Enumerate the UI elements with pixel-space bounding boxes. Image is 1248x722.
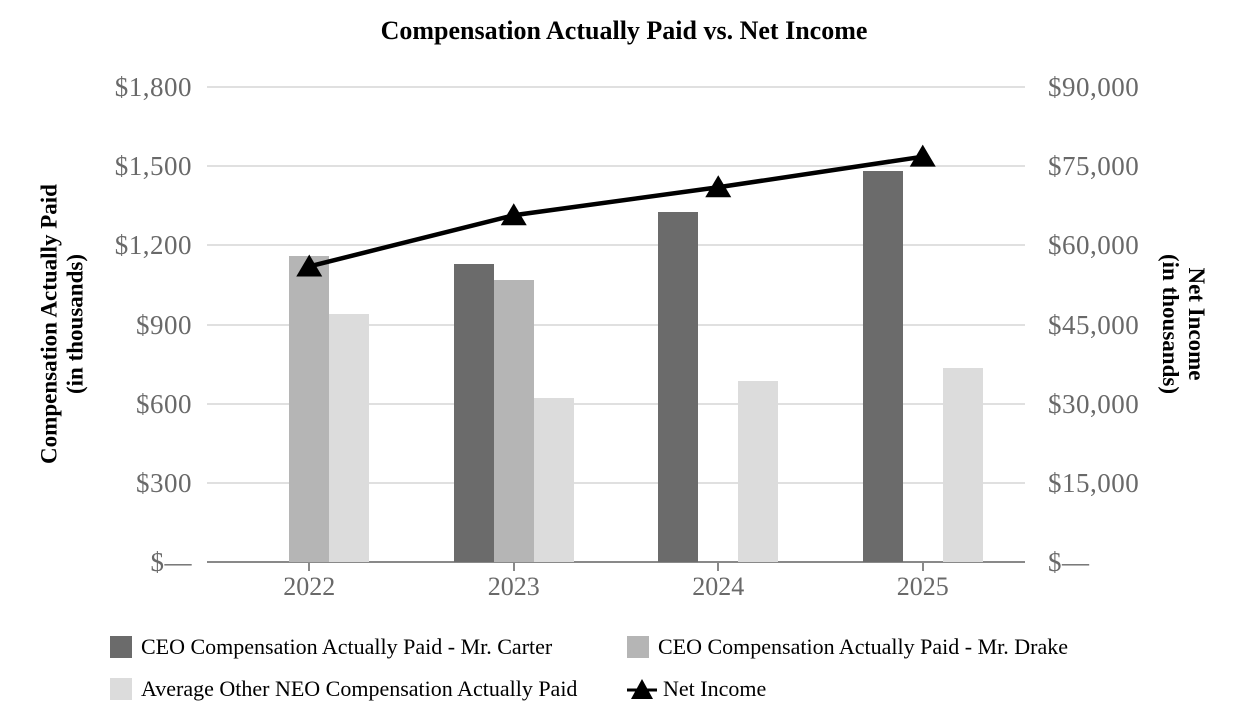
right-axis-title: Net Income (in thousands) bbox=[1157, 44, 1209, 604]
bar-drake-2022 bbox=[289, 255, 330, 562]
right-axis-tick-label: $75,000 bbox=[1048, 151, 1140, 182]
right-axis-tick-label: $60,000 bbox=[1048, 230, 1140, 261]
gridline bbox=[207, 165, 1025, 168]
legend-swatch-neo bbox=[110, 678, 132, 700]
x-axis-label-2022: 2022 bbox=[283, 572, 336, 601]
chart-title: Compensation Actually Paid vs. Net Incom… bbox=[380, 16, 868, 45]
bar-carter-2024 bbox=[658, 212, 699, 562]
left-axis-tick-label: $600 bbox=[136, 388, 192, 419]
gridline bbox=[207, 323, 1025, 326]
left-axis-tick-label: $900 bbox=[136, 309, 192, 340]
legend-label-net-income: Net Income bbox=[663, 676, 767, 701]
right-axis-tick-label: $— bbox=[1048, 547, 1090, 577]
legend-label-carter: CEO Compensation Actually Paid - Mr. Car… bbox=[141, 634, 553, 659]
left-axis-tick-label: $1,800 bbox=[114, 72, 192, 102]
net-income-marker-2024 bbox=[705, 175, 732, 198]
right-axis-tick-label: $30,000 bbox=[1048, 388, 1140, 419]
legend-item-net-income: Net Income bbox=[627, 676, 766, 702]
bar-drake-2023 bbox=[493, 279, 534, 562]
x-axis-tick bbox=[717, 563, 720, 571]
gridline bbox=[207, 481, 1025, 484]
legend-swatch-carter bbox=[110, 636, 132, 658]
right-axis-tick-label: $90,000 bbox=[1048, 72, 1140, 102]
x-axis-label-2024: 2024 bbox=[692, 572, 745, 601]
legend-item-carter: CEO Compensation Actually Paid - Mr. Car… bbox=[110, 634, 552, 660]
gridline bbox=[207, 402, 1025, 405]
x-axis-line bbox=[207, 561, 1025, 563]
net-income-line-path bbox=[308, 154, 924, 269]
net-income-marker-2025 bbox=[909, 144, 936, 167]
x-axis-tick bbox=[308, 563, 311, 571]
right-axis-tick-label: $15,000 bbox=[1048, 467, 1140, 498]
right-axis-title-line2: (in thousands) bbox=[1158, 254, 1183, 394]
x-axis-tick bbox=[512, 563, 515, 571]
bar-neo-2023 bbox=[533, 398, 574, 562]
x-axis-label-2025: 2025 bbox=[896, 572, 949, 601]
legend-swatch-drake bbox=[627, 636, 649, 658]
right-axis-title-line1: Net Income bbox=[1183, 267, 1209, 381]
bar-neo-2024 bbox=[738, 381, 779, 562]
left-axis-tick-label: $— bbox=[150, 547, 192, 577]
bar-neo-2025 bbox=[942, 368, 983, 562]
net-income-marker-2023 bbox=[500, 203, 527, 226]
legend-label-drake: CEO Compensation Actually Paid - Mr. Dra… bbox=[658, 634, 1068, 659]
bar-neo-2022 bbox=[329, 313, 370, 562]
legend-label-neo: Average Other NEO Compensation Actually … bbox=[141, 676, 578, 701]
net-income-legend-marker-icon bbox=[627, 679, 657, 699]
x-axis-label-2023: 2023 bbox=[487, 572, 540, 601]
gridline bbox=[207, 86, 1025, 88]
legend-item-neo: Average Other NEO Compensation Actually … bbox=[110, 676, 577, 702]
bar-carter-2025 bbox=[862, 171, 903, 562]
left-axis-tick-label: $1,200 bbox=[114, 230, 192, 261]
bar-carter-2023 bbox=[453, 263, 494, 562]
left-axis-tick-label: $300 bbox=[136, 467, 192, 498]
x-axis-tick bbox=[921, 563, 924, 571]
legend-item-drake: CEO Compensation Actually Paid - Mr. Dra… bbox=[627, 634, 1068, 660]
right-axis-tick-label: $45,000 bbox=[1048, 309, 1140, 340]
left-axis-tick-label: $1,500 bbox=[114, 151, 192, 182]
